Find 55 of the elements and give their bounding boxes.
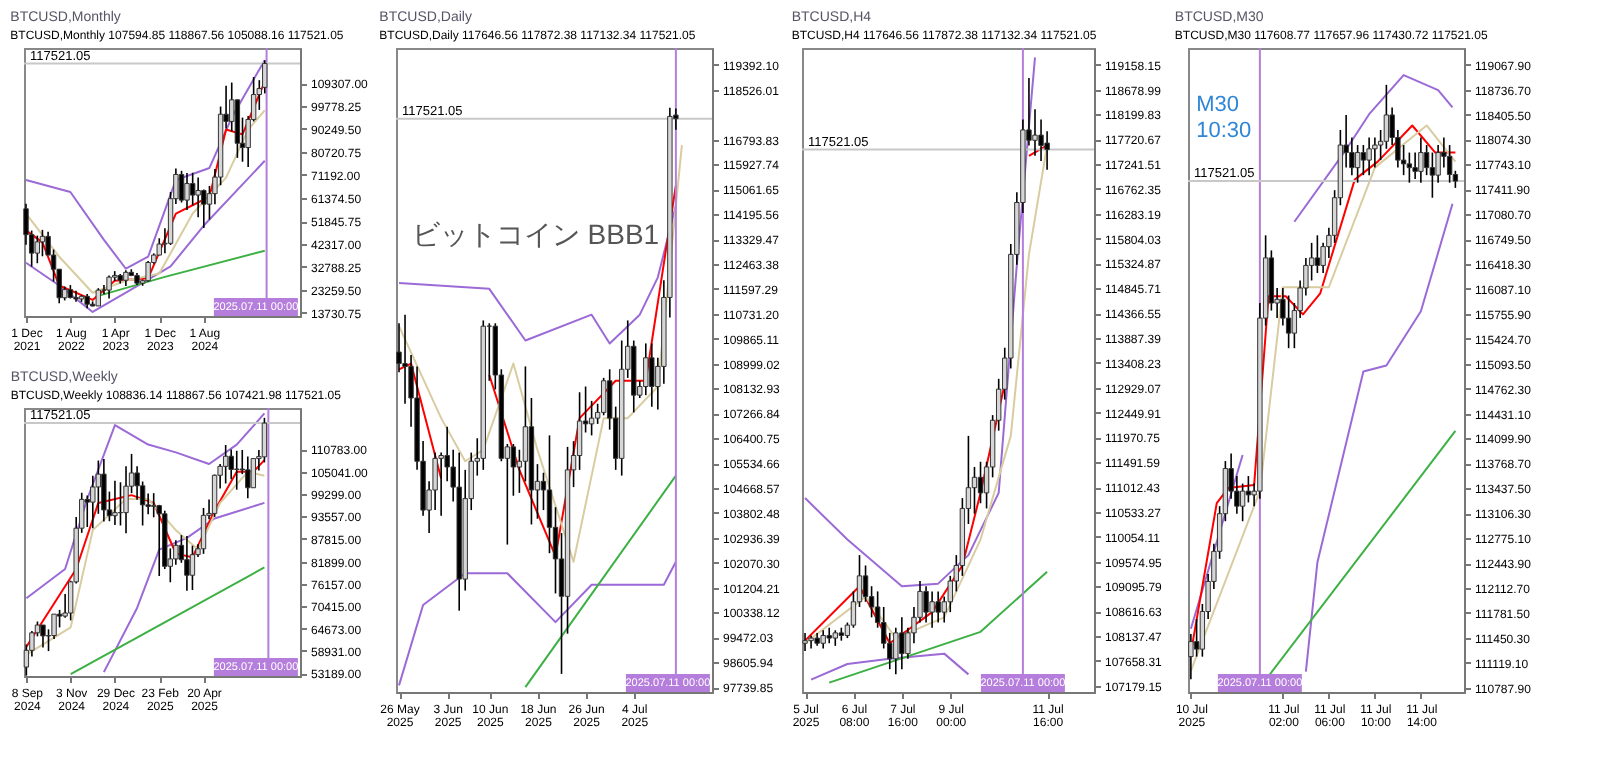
candlestick xyxy=(600,377,607,417)
candlestick xyxy=(1354,144,1361,184)
candlestick xyxy=(1314,234,1321,274)
candlestick xyxy=(101,458,107,523)
candlestick xyxy=(1418,136,1424,184)
candlestick xyxy=(1372,136,1378,169)
candlestick xyxy=(145,260,151,283)
candlestick xyxy=(935,590,941,624)
candlestick xyxy=(1239,482,1246,523)
line-series xyxy=(25,109,266,294)
line-series xyxy=(398,560,677,687)
candlestick xyxy=(234,449,240,491)
candlestick xyxy=(1285,294,1292,349)
candlestick xyxy=(1268,249,1275,312)
candlestick xyxy=(1412,151,1418,180)
candlestick xyxy=(112,479,118,526)
candlestick xyxy=(151,492,157,519)
candlestick xyxy=(1193,618,1200,658)
line-series xyxy=(25,59,266,270)
candlestick xyxy=(1360,144,1367,176)
line-series xyxy=(398,204,677,345)
candlestick xyxy=(200,507,207,555)
candlestick xyxy=(261,417,268,464)
annotation: ビットコイン BBB1 xyxy=(411,217,660,250)
candlestick xyxy=(649,342,655,408)
candlestick xyxy=(39,229,46,258)
line-series xyxy=(25,412,266,600)
candlestick xyxy=(1032,108,1038,157)
candlestick xyxy=(184,172,190,211)
candlestick xyxy=(106,274,112,300)
candlestick xyxy=(34,234,41,265)
candlestick xyxy=(184,535,190,592)
candlestick xyxy=(1366,136,1372,176)
candlestick xyxy=(84,494,90,528)
candlestick xyxy=(1406,151,1413,184)
candlestick xyxy=(923,585,929,624)
candlestick xyxy=(1446,144,1453,184)
candlestick xyxy=(1245,475,1252,504)
candlestick xyxy=(438,451,444,517)
candlestick xyxy=(222,444,229,485)
candlestick xyxy=(643,342,649,396)
candlestick xyxy=(929,590,935,629)
annotation: M30 10:30 xyxy=(1196,93,1252,144)
candlestick xyxy=(195,176,201,218)
line-series xyxy=(1304,202,1454,673)
line-series xyxy=(102,501,266,674)
candlestick xyxy=(1429,151,1436,199)
candlestick xyxy=(802,632,808,652)
candlestick xyxy=(189,544,196,591)
candlestick xyxy=(40,624,46,649)
candlestick xyxy=(820,629,826,650)
candlestick xyxy=(899,616,905,670)
candlestick xyxy=(178,170,185,204)
line-series xyxy=(25,159,266,313)
candlestick xyxy=(245,455,251,500)
